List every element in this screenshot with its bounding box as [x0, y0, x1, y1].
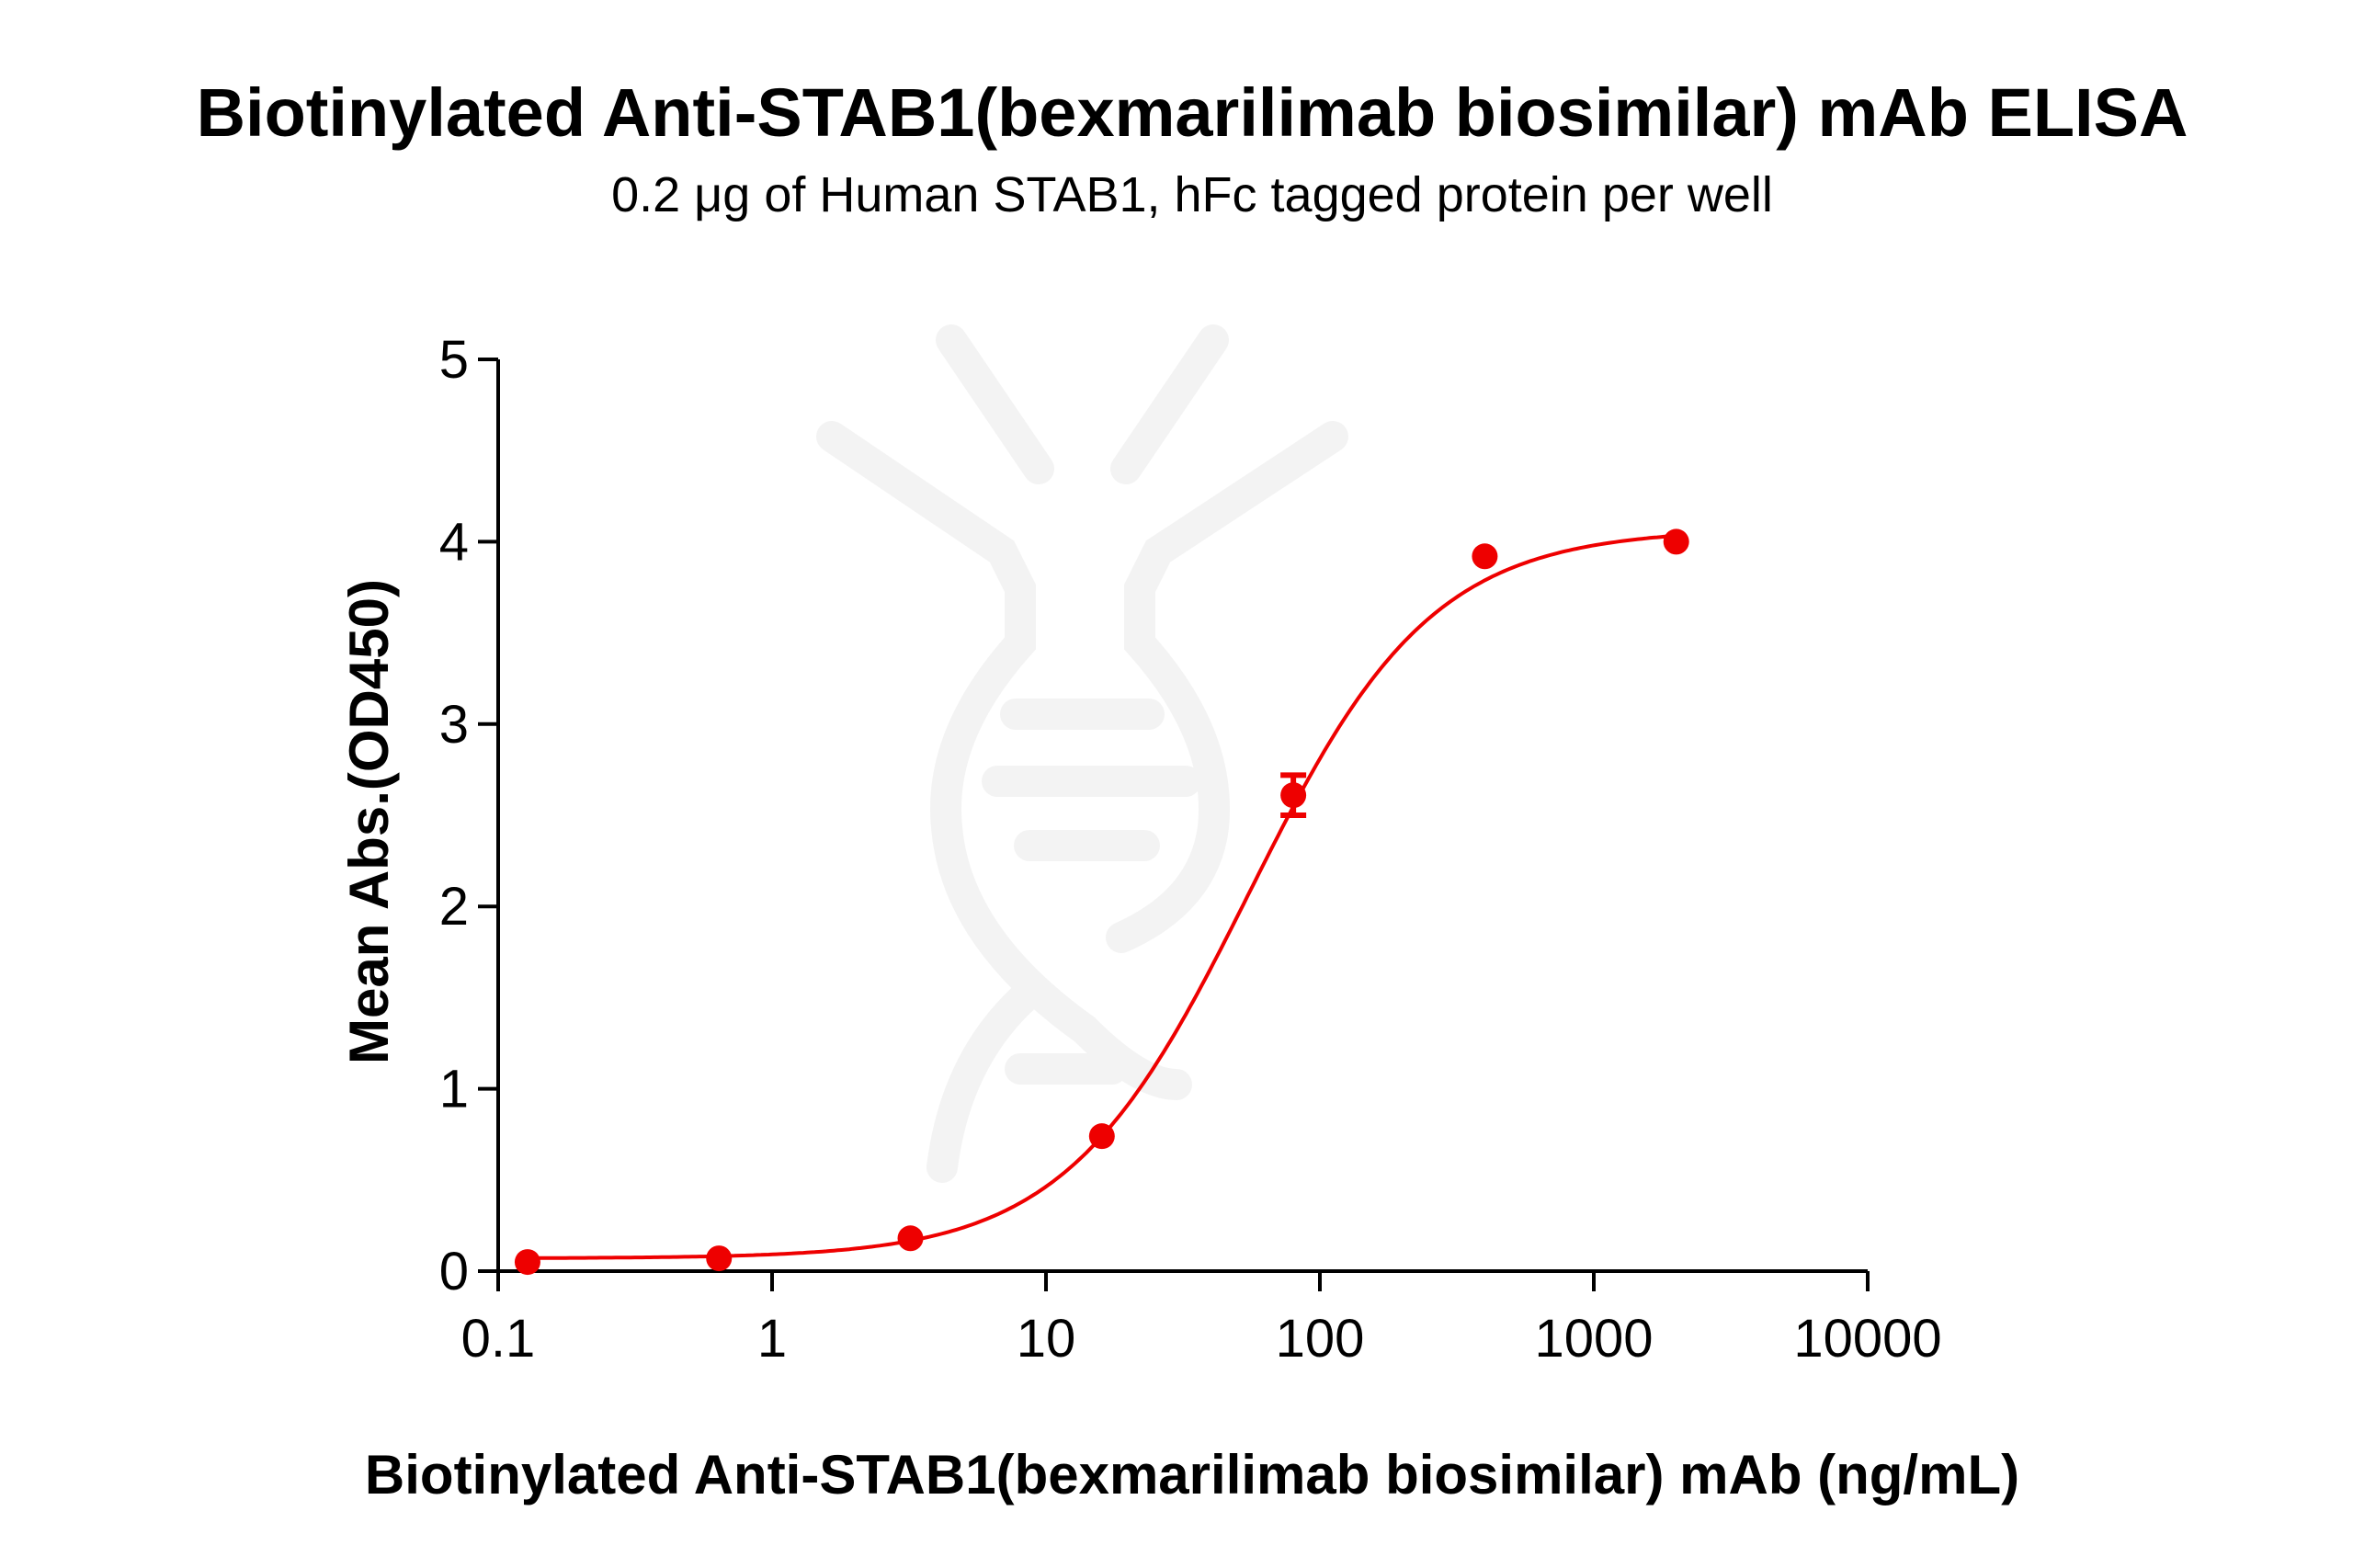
x-tick-label: 0.1 [461, 1309, 536, 1369]
data-point [1663, 528, 1689, 555]
fit-curve-layer [527, 533, 1677, 1260]
y-tick-label: 2 [439, 877, 469, 937]
data-point [897, 1225, 924, 1252]
fit-curve [527, 533, 1677, 1260]
chart-title: Biotinylated Anti-STAB1(bexmarilimab bio… [197, 74, 2188, 151]
data-points-layer [514, 528, 1689, 1276]
axes: 0.1 1 10 100 1000 10000 0 1 2 3 4 5 [439, 330, 1942, 1369]
chart-subtitle: 0.2 μg of Human STAB1, hFc tagged protei… [611, 167, 1773, 222]
data-point [1088, 1123, 1115, 1150]
y-tick-label: 1 [439, 1060, 469, 1119]
data-point [514, 1249, 540, 1276]
y-tick-label: 4 [439, 512, 469, 572]
x-tick-label: 10 [1017, 1309, 1076, 1369]
y-axis-label: Mean Abs.(OD450) [338, 579, 400, 1064]
x-tick-label: 100 [1276, 1309, 1365, 1369]
x-axis-label: Biotinylated Anti-STAB1(bexmarilimab bio… [365, 1444, 2019, 1506]
x-tick-label: 10000 [1793, 1309, 1941, 1369]
watermark-logo [816, 324, 1348, 1183]
y-tick-label: 3 [439, 695, 469, 755]
y-tick-label: 0 [439, 1242, 469, 1301]
data-point [706, 1245, 733, 1272]
x-tick-label: 1 [757, 1309, 787, 1369]
data-point [1472, 543, 1498, 570]
data-point [1280, 782, 1307, 809]
x-tick-label: 1000 [1534, 1309, 1653, 1369]
y-tick-label: 5 [439, 330, 469, 390]
